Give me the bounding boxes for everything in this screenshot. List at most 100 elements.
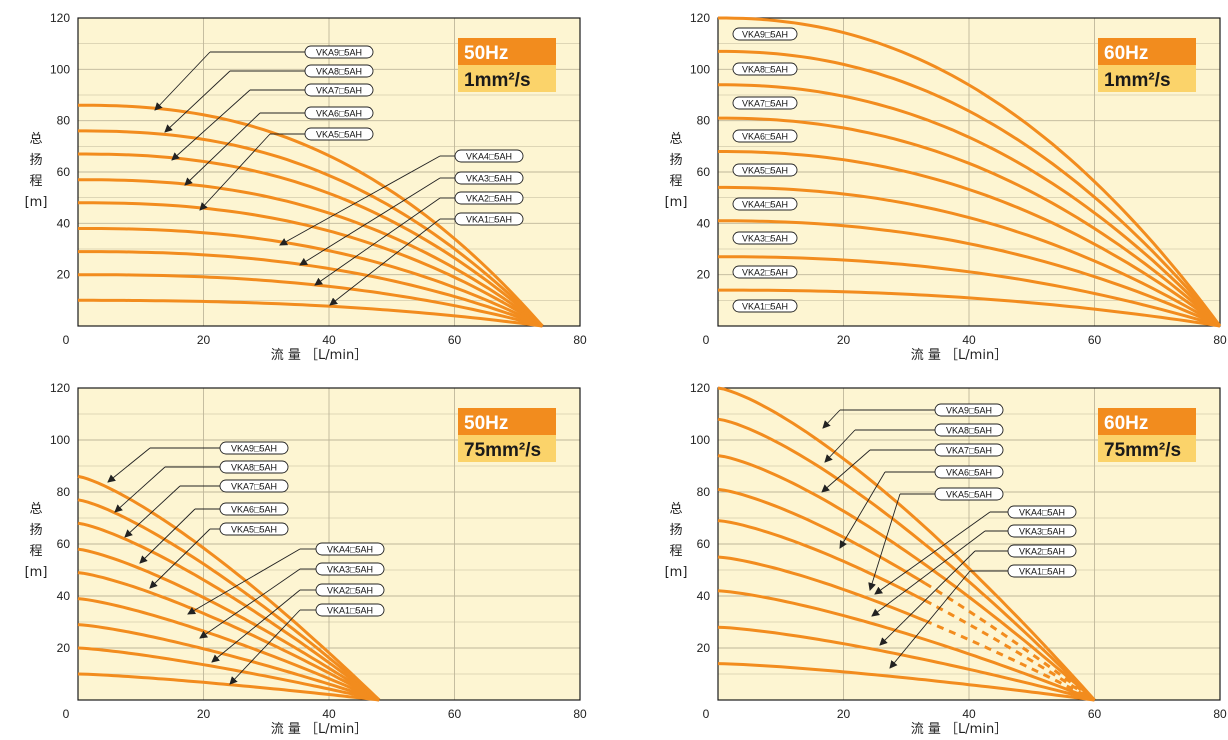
pump-curve-solid <box>717 487 926 585</box>
pump-curve <box>77 623 380 702</box>
x-axis-label: 流 量 ［L/min］ <box>911 722 1007 737</box>
series-tag-label: VKA7□5AH <box>316 86 362 96</box>
leader-arrow <box>139 508 196 564</box>
y-axis-label: 扬 <box>29 153 42 168</box>
viscosity-badge-text: 75mm²/s <box>1104 440 1181 461</box>
series-tag-label: VKA6□5AH <box>316 109 362 119</box>
series-tag-label: VKA6□5AH <box>742 132 788 142</box>
plot-frame <box>77 17 581 327</box>
x-tick-label: 0 <box>63 707 70 721</box>
y-tick-label: 40 <box>57 589 71 603</box>
pump-curve <box>717 625 1095 702</box>
y-tick-label: 40 <box>57 216 71 230</box>
series-tag-label: VKA4□5AH <box>1019 508 1065 518</box>
x-axis-label: 流 量 ［L/min］ <box>271 348 367 363</box>
y-tick-label: 60 <box>697 537 711 551</box>
series-tag-label: VKA2□5AH <box>466 194 512 204</box>
y-axis-label: 总 <box>29 502 42 517</box>
x-tick-label: 80 <box>1213 707 1227 721</box>
series-tag-label: VKA5□5AH <box>316 130 362 140</box>
series-tag-label: VKA3□5AH <box>1019 527 1065 537</box>
y-tick-label: 40 <box>697 216 711 230</box>
pump-curve <box>77 547 381 702</box>
pump-curve <box>718 150 1221 328</box>
chart-panel-3: 20 40 60 80 100 120 0 20 40 60 80 总扬程 [m] 流 量 ［L/min］… <box>25 381 587 737</box>
x-tick-label: 40 <box>962 707 976 721</box>
series-tag-label: VKA4□5AH <box>466 152 512 162</box>
series-tag-box <box>732 62 798 76</box>
y-axis-label: 总 <box>669 132 682 147</box>
y-tick-label: 40 <box>697 589 711 603</box>
series-tag-label: VKA7□5AH <box>946 446 992 456</box>
series-tag-box <box>732 197 798 211</box>
series-tag-label: VKA8□5AH <box>946 426 992 436</box>
leader-arrow <box>299 177 441 266</box>
viscosity-badge-text: 1mm²/s <box>464 70 531 91</box>
series-tag-label: VKA1□5AH <box>742 302 788 312</box>
pump-curve <box>717 417 1096 702</box>
plot-frame <box>717 17 1221 327</box>
leader-arrow <box>879 550 976 646</box>
viscosity-badge-text: 1mm²/s <box>1104 70 1171 91</box>
leader-arrow <box>314 197 441 286</box>
series-tag-label: VKA9□5AH <box>742 30 788 40</box>
pump-curve <box>717 454 1096 702</box>
leader-arrow <box>149 528 211 589</box>
y-axis-label: 程 <box>29 544 42 559</box>
y-tick-label: 20 <box>57 268 71 282</box>
pump-curve <box>78 273 543 328</box>
series-tag-label: VKA8□5AH <box>231 463 277 473</box>
y-tick-label: 80 <box>57 114 71 128</box>
series-tag-label: VKA9□5AH <box>946 406 992 416</box>
x-tick-label: 20 <box>197 707 211 721</box>
y-tick-label: 100 <box>50 433 70 447</box>
series-label-group: VKA9□5AH VKA8□5AH VKA7□5AH VKA6□5AH VKA5□5AH… <box>154 45 524 306</box>
pump-curve <box>718 219 1221 328</box>
series-tag-label: VKA7□5AH <box>742 99 788 109</box>
x-tick-label: 60 <box>448 707 462 721</box>
series-tag-label: VKA6□5AH <box>231 505 277 515</box>
chart-panel-1: 20 40 60 80 100 120 0 20 40 60 80 总扬程 [m] 流 量 ［L/min］… <box>25 11 587 363</box>
series-tag-label: VKA6□5AH <box>946 468 992 478</box>
y-tick-label: 120 <box>50 381 70 395</box>
y-axis-label: 扬 <box>669 523 682 538</box>
series-tag-label: VKA7□5AH <box>231 482 277 492</box>
y-tick-label: 20 <box>697 268 711 282</box>
plot-frame <box>717 387 1221 701</box>
pump-curve <box>78 201 544 328</box>
y-tick-label: 20 <box>697 641 711 655</box>
pump-curve <box>718 116 1221 328</box>
leader-arrow <box>889 570 971 669</box>
viscosity-badge-bg <box>458 435 556 462</box>
curve-group <box>717 16 1222 328</box>
leader-arrow <box>114 466 166 513</box>
pump-curve <box>77 672 380 702</box>
y-tick-label: 80 <box>57 485 71 499</box>
y-tick-label: 60 <box>697 165 711 179</box>
pump-curve <box>77 597 380 702</box>
leader-arrow <box>821 449 871 493</box>
leader-arrow <box>187 548 301 615</box>
series-tag-label: VKA2□5AH <box>742 268 788 278</box>
leader-arrow <box>839 471 886 549</box>
pump-curve <box>718 16 1222 327</box>
viscosity-badge-bg <box>1098 65 1196 92</box>
series-tag-label: VKA9□5AH <box>231 444 277 454</box>
pump-curve <box>718 49 1222 327</box>
x-tick-label: 80 <box>573 333 587 347</box>
series-tag-label: VKA4□5AH <box>327 545 373 555</box>
frequency-badge-text: 50Hz <box>464 43 508 64</box>
y-tick-label: 20 <box>57 641 71 655</box>
x-tick-label: 0 <box>63 333 70 347</box>
y-tick-label: 80 <box>697 114 711 128</box>
viscosity-badge-bg <box>1098 435 1196 462</box>
pump-curve <box>78 129 544 328</box>
series-tag-box <box>732 27 798 41</box>
series-tag-label: VKA1□5AH <box>466 215 512 225</box>
pump-curve <box>717 662 1095 702</box>
pump-curve <box>77 498 381 702</box>
pump-curve <box>77 474 381 702</box>
series-tag-label: VKA3□5AH <box>327 565 373 575</box>
leader-arrow <box>822 409 841 429</box>
chart-panel-4: 20 40 60 80 100 120 0 20 40 60 80 总扬程 [m] 流 量 ［L/min］… <box>665 381 1227 737</box>
